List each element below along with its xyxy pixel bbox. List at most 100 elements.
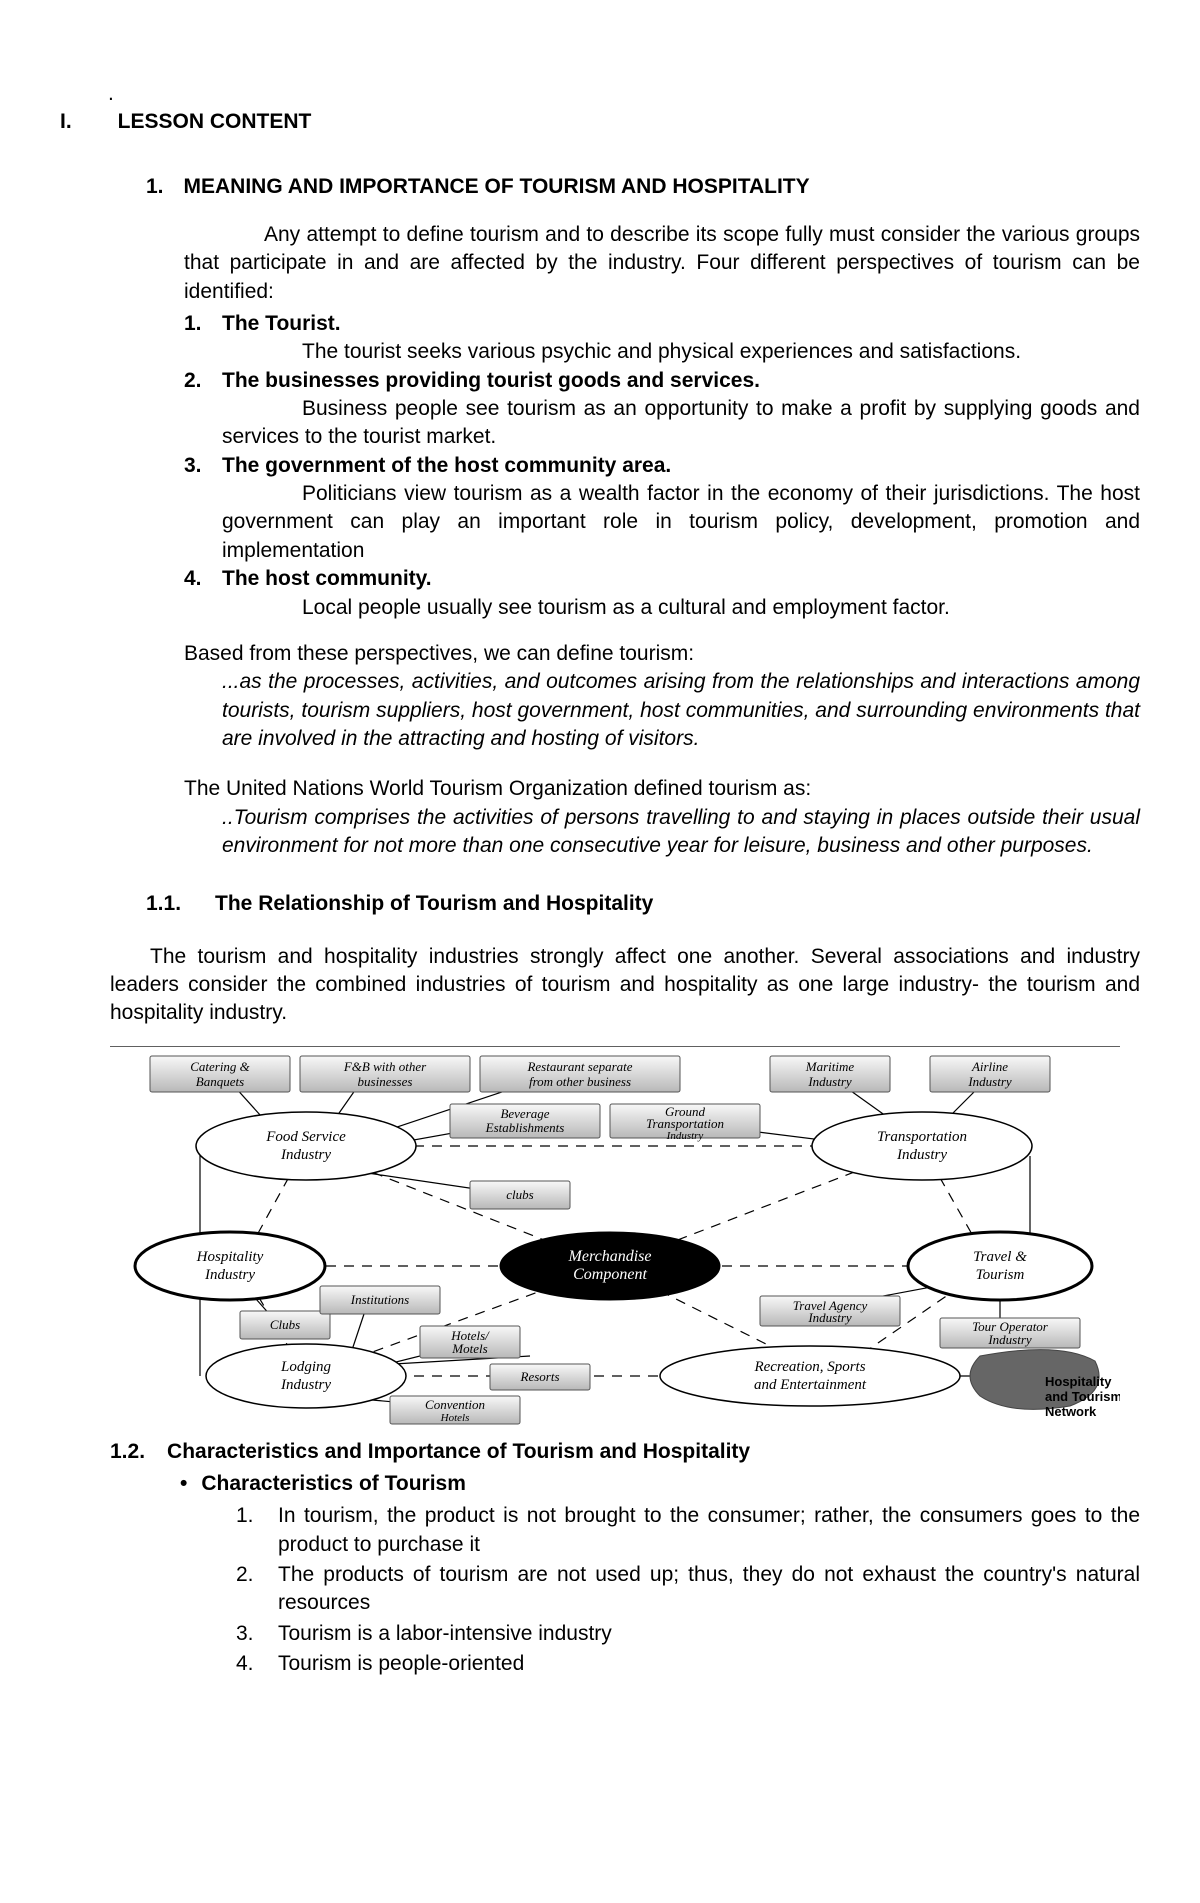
box-catering: Catering & Banquets [150,1056,290,1092]
svg-text:Airline: Airline [971,1059,1008,1074]
section-1-heading: 1. MEANING AND IMPORTANCE OF TOURISM AND… [146,173,1140,201]
svg-text:Establishments: Establishments [485,1120,565,1135]
perspective-body: The tourist seeks various psychic and ph… [222,338,1140,366]
characteristic-number: 3. [236,1620,264,1648]
svg-text:Industry: Industry [204,1267,255,1283]
characteristics-title: Characteristics of Tourism [201,1470,466,1498]
perspective-text: The Tourist.The tourist seeks various ps… [222,310,1140,367]
characteristic-number: 4. [236,1650,264,1678]
perspective-item: 3. The government of the host community a… [184,452,1140,565]
box-beverage: Beverage Establishments [450,1104,600,1138]
svg-text:Motels: Motels [451,1341,487,1356]
svg-text:Lodging: Lodging [280,1359,332,1375]
perspective-number: 2. [184,367,212,452]
node-lodging: Lodging Industry [206,1344,406,1408]
svg-text:Industry: Industry [807,1310,852,1325]
based-intro: Based from these perspectives, we can de… [184,640,1140,668]
definition-1: ...as the processes, activities, and out… [222,668,1140,753]
characteristic-number: 1. [236,1502,264,1559]
box-hotels-motels: Hotels/ Motels [420,1326,520,1358]
box-tour-operator: Tour Operator Industry [940,1318,1080,1348]
perspective-title: The host community. [222,565,1140,593]
box-airline: Airline Industry [930,1056,1050,1092]
characteristic-text: Tourism is a labor-intensive industry [278,1620,1140,1648]
svg-text:Restaurant separate: Restaurant separate [526,1059,632,1074]
svg-text:Industry: Industry [280,1147,331,1163]
characteristic-item: 3. Tourism is a labor-intensive industry [236,1620,1140,1648]
svg-text:Industry: Industry [666,1130,704,1142]
box-restaurant-separate: Restaurant separate from other business [480,1056,680,1092]
box-ground-transport: Ground Transportation Industry [610,1104,760,1142]
roman-numeral: I. [60,108,72,136]
svg-text:Transportation: Transportation [877,1129,967,1145]
characteristic-number: 2. [236,1561,264,1618]
svg-text:Institutions: Institutions [350,1292,410,1307]
svg-text:Resorts: Resorts [520,1369,560,1384]
definition-2: ..Tourism comprises the activities of pe… [222,804,1140,861]
perspective-number: 3. [184,452,212,565]
characteristic-item: 2.The products of tourism are not used u… [236,1561,1140,1618]
box-institutions: Institutions [320,1286,440,1314]
perspective-text: The businesses providing tourist goods a… [222,367,1140,452]
svg-text:Beverage: Beverage [500,1106,549,1121]
svg-text:Food Service: Food Service [265,1129,346,1145]
section-1-1-title: The Relationship of Tourism and Hospital… [215,890,653,918]
perspective-number: 1. [184,310,212,367]
perspective-title: The Tourist. [222,310,1140,338]
perspective-item: 1.The Tourist.The tourist seeks various … [184,310,1140,367]
svg-text:Catering &: Catering & [190,1059,250,1074]
lesson-content-title: LESSON CONTENT [118,108,312,136]
svg-text:Network: Network [1045,1404,1097,1419]
bullet-icon: • [180,1470,187,1498]
svg-text:Hospitality: Hospitality [1045,1374,1112,1389]
svg-text:Merchandise: Merchandise [568,1248,652,1265]
characteristic-item: 4. Tourism is people-oriented [236,1650,1140,1678]
characteristic-text: The products of tourism are not used up;… [278,1561,1140,1618]
svg-text:Transportation: Transportation [646,1116,724,1131]
svg-text:F&B with other: F&B with other [343,1059,427,1074]
svg-text:and Tourism: and Tourism [1045,1389,1120,1404]
svg-text:Component: Component [573,1266,647,1283]
perspective-body: Politicians view tourism as a wealth fac… [222,480,1140,565]
node-transportation: Transportation Industry [812,1112,1032,1180]
section-1-1-body: The tourism and hospitality industries s… [110,943,1140,1028]
hospitality-tourism-network: Hospitality and Tourism Network [970,1349,1120,1418]
node-travel-tourism: Travel & Tourism [908,1232,1092,1300]
characteristic-text: Tourism is people-oriented [278,1650,1140,1678]
section-1-2-title: Characteristics and Importance of Touris… [167,1438,750,1466]
svg-text:Industry: Industry [280,1377,331,1393]
svg-text:clubs: clubs [506,1187,533,1202]
svg-text:from other business: from other business [529,1074,631,1089]
section-1-title: MEANING AND IMPORTANCE OF TOURISM AND HO… [184,173,810,201]
characteristic-text: In tourism, the product is not brought t… [278,1502,1140,1559]
perspective-title: The government of the host community are… [222,452,1140,480]
svg-text:Industry: Industry [987,1332,1032,1347]
characteristic-item: 1.In tourism, the product is not brought… [236,1502,1140,1559]
section-1-2-heading: 1.2. Characteristics and Importance of T… [110,1438,1140,1466]
perspective-item: 2. The businesses providing tourist goods… [184,367,1140,452]
perspective-title: The businesses providing tourist goods a… [222,367,1140,395]
box-clubs-left: Clubs [240,1311,330,1339]
perspective-body: Business people see tourism as an opport… [222,395,1140,452]
perspectives-list: 1.The Tourist.The tourist seeks various … [184,310,1140,622]
top-dot: . [108,80,1140,108]
characteristics-list: 1.In tourism, the product is not brought… [236,1502,1140,1678]
node-recreation: Recreation, Sports and Entertainment [660,1346,960,1406]
box-fb-other: F&B with other businesses [300,1056,470,1092]
perspective-text: The host community.Local people usually … [222,565,1140,622]
svg-text:Hospitality: Hospitality [196,1249,264,1265]
intro-paragraph: Any attempt to define tourism and to des… [184,221,1140,306]
svg-text:businesses: businesses [358,1074,413,1089]
perspective-body: Local people usually see tourism as a cu… [222,594,1140,622]
svg-text:Tourism: Tourism [976,1267,1025,1283]
svg-text:Industry: Industry [967,1074,1012,1089]
box-resorts: Resorts [490,1364,590,1390]
box-convention: Convention Hotels [390,1396,520,1424]
section-1-1-heading: 1.1. The Relationship of Tourism and Hos… [146,890,1140,918]
un-intro: The United Nations World Tourism Organiz… [184,775,1140,803]
svg-text:Maritime: Maritime [805,1059,855,1074]
node-merchandise: Merchandise Component [500,1232,720,1300]
relationship-diagram: Catering & Banquets F&B with other busin… [110,1046,1140,1426]
svg-text:Industry: Industry [896,1147,947,1163]
svg-text:Banquets: Banquets [196,1074,244,1089]
